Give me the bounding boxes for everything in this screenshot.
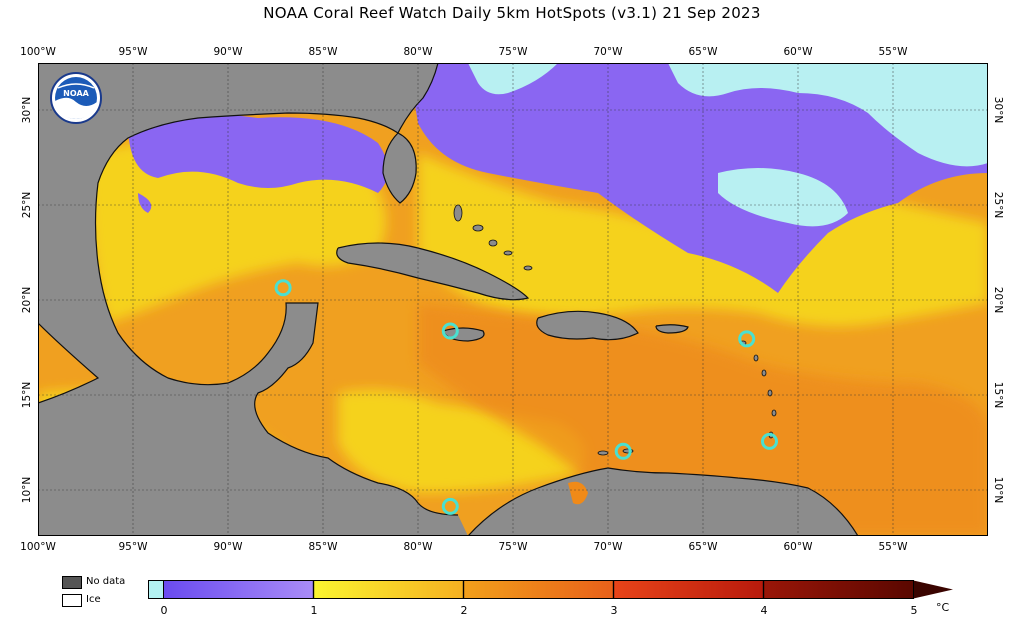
jamaica-marker [441, 322, 459, 340]
lon-tick-bottom: 60°W [783, 541, 813, 553]
island-antilles-4 [767, 389, 773, 397]
island-antilles-5 [771, 409, 777, 417]
lat-tick-right: 25°N [992, 191, 1004, 219]
ocean-yellow-gulf [88, 139, 386, 323]
cbar-tick-label: 4 [760, 604, 768, 617]
island-bahamas-5 [523, 265, 533, 271]
virgin-islands-marker [738, 330, 756, 348]
no-data-label: No data [86, 576, 126, 587]
lat-tick-left: 25°N [21, 191, 33, 219]
land-cuba [336, 243, 528, 300]
map-frame [38, 63, 988, 536]
yucatan-marker [274, 279, 292, 297]
lat-tick-left: 20°N [21, 286, 33, 314]
land-north-america [38, 63, 468, 536]
island-abc-1 [597, 450, 609, 456]
ocean-purple-north [408, 63, 988, 293]
hotspot-map: NOAA [38, 63, 988, 536]
no-data-swatch [62, 576, 82, 589]
island-antilles-3 [761, 369, 767, 377]
island-bahamas-2 [472, 224, 484, 232]
curacao-marker [614, 442, 632, 460]
lon-tick-top: 60°W [783, 46, 813, 58]
lon-tick-bottom: 65°W [688, 541, 718, 553]
ocean-yellow-carib [338, 389, 585, 493]
land-maracaibo [568, 481, 588, 505]
reef-markers [274, 279, 778, 515]
lon-tick-top: 95°W [118, 46, 148, 58]
lon-tick-top: 80°W [403, 46, 433, 58]
coast-hispaniola [536, 310, 639, 341]
island-bahamas-3 [488, 239, 498, 247]
coast-puerto-rico [655, 324, 689, 334]
lon-tick-bottom: 90°W [213, 541, 243, 553]
cbar-seg-3-4 [613, 580, 764, 599]
coast-south-america [467, 467, 859, 536]
lon-tick-top: 55°W [878, 46, 908, 58]
lat-tick-left: 30°N [21, 96, 33, 124]
coast-florida [382, 132, 417, 204]
noaa-logo-text: NOAA [63, 89, 89, 98]
lon-tick-top: 100°W [20, 46, 56, 58]
cbar-tick-label: 3 [610, 604, 618, 617]
lat-tick-right: 20°N [992, 286, 1004, 314]
lon-tick-top: 70°W [593, 46, 623, 58]
cbar-extend-arrow [913, 580, 953, 599]
coast-pacific [38, 322, 100, 404]
ice-swatch [62, 594, 82, 607]
lat-tick-left: 10°N [21, 476, 33, 504]
cbar-seg-0-1 [163, 580, 314, 599]
cbar-seg-4-5 [763, 580, 914, 599]
panama-marker [441, 497, 459, 515]
island-antilles-2 [753, 354, 759, 362]
lon-tick-top: 85°W [308, 46, 338, 58]
lon-tick-bottom: 95°W [118, 541, 148, 553]
cbar-tick-label: 2 [460, 604, 468, 617]
ocean-purple-gulf-north [128, 114, 388, 193]
cbar-tick-label: 1 [310, 604, 318, 617]
land-puerto-rico [656, 324, 688, 333]
land-south-america [468, 468, 858, 536]
cbar-seg-1-2 [313, 580, 464, 599]
lon-tick-bottom: 85°W [308, 541, 338, 553]
grenada-marker [761, 432, 778, 450]
cbar-tick-label: 5 [910, 604, 918, 617]
lon-tick-bottom: 80°W [403, 541, 433, 553]
cbar-tick-label: 0 [160, 604, 168, 617]
lat-tick-left: 15°N [21, 381, 33, 409]
land-hispaniola [536, 311, 638, 340]
island-bahamas-4 [503, 250, 513, 256]
coast-gulf [94, 112, 459, 516]
ice-north-atlantic [668, 63, 988, 167]
noaa-logo: NOAA [50, 72, 102, 124]
lat-tick-right: 10°N [992, 476, 1004, 504]
lon-tick-top: 65°W [688, 46, 718, 58]
cbar-unit: °C [936, 601, 950, 614]
cbar-below-zero [148, 580, 164, 599]
colorbar [148, 580, 953, 599]
lon-tick-bottom: 75°W [498, 541, 528, 553]
island-bahamas-1 [453, 204, 463, 222]
ocean-purple-west-florida [138, 193, 152, 213]
lat-tick-right: 15°N [992, 381, 1004, 409]
lon-tick-bottom: 55°W [878, 541, 908, 553]
ice-label: Ice [86, 594, 101, 605]
lon-tick-bottom: 100°W [20, 541, 56, 553]
cbar-seg-2-3 [463, 580, 614, 599]
land-florida [383, 133, 417, 203]
lon-tick-top: 90°W [213, 46, 243, 58]
lon-tick-top: 75°W [498, 46, 528, 58]
lon-tick-bottom: 70°W [593, 541, 623, 553]
map-title: NOAA Coral Reef Watch Daily 5km HotSpots… [263, 4, 761, 22]
ice-bermuda [718, 168, 848, 227]
cbar-frame [163, 580, 914, 599]
lat-tick-right: 30°N [992, 96, 1004, 124]
coast-east [397, 63, 439, 134]
ice-east-coast [468, 63, 558, 95]
